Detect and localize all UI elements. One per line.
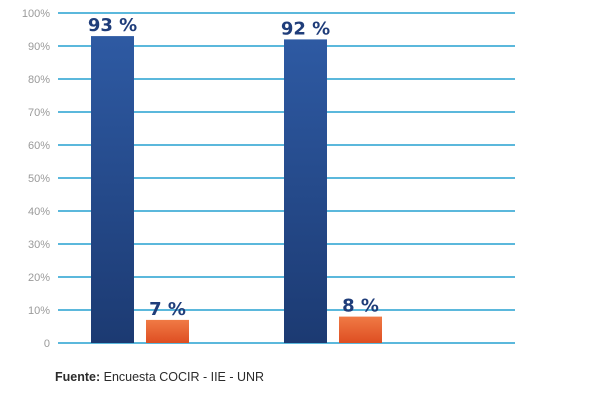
data-label-series-0-category-1: 92 %	[281, 18, 330, 39]
bars	[91, 36, 382, 344]
y-tick-label: 100%	[22, 8, 50, 20]
y-axis-tick-labels: 0 10% 20% 30% 40% 50% 60% 70% 80% 90% 100%	[22, 8, 50, 350]
y-tick-label: 40%	[28, 206, 50, 218]
y-tick-label: 90%	[28, 41, 50, 53]
y-tick-label: 50%	[28, 173, 50, 185]
bar-series-1-category-1	[339, 316, 382, 343]
bar-series-0-category-1	[284, 39, 327, 344]
y-tick-label: 10%	[28, 305, 50, 317]
data-label-series-1-category-1: 8 %	[342, 296, 379, 317]
y-tick-label: 30%	[28, 239, 50, 251]
bar-series-0-category-0	[91, 36, 134, 343]
y-tick-label: 0	[44, 338, 50, 350]
y-tick-label: 80%	[28, 74, 50, 86]
bar-series-1-category-0	[146, 319, 189, 343]
data-label-series-0-category-0: 93 %	[88, 15, 137, 36]
y-tick-label: 20%	[28, 272, 50, 284]
y-tick-label: 60%	[28, 140, 50, 152]
y-tick-label: 70%	[28, 107, 50, 119]
source-note: Fuente: Encuesta COCIR - IIE - UNR	[55, 370, 264, 384]
source-text: Encuesta COCIR - IIE - UNR	[100, 370, 265, 384]
data-label-series-1-category-0: 7 %	[149, 299, 186, 320]
data-labels: 93 % 92 % 7 % 8 %	[88, 15, 379, 320]
source-label: Fuente:	[55, 370, 101, 384]
